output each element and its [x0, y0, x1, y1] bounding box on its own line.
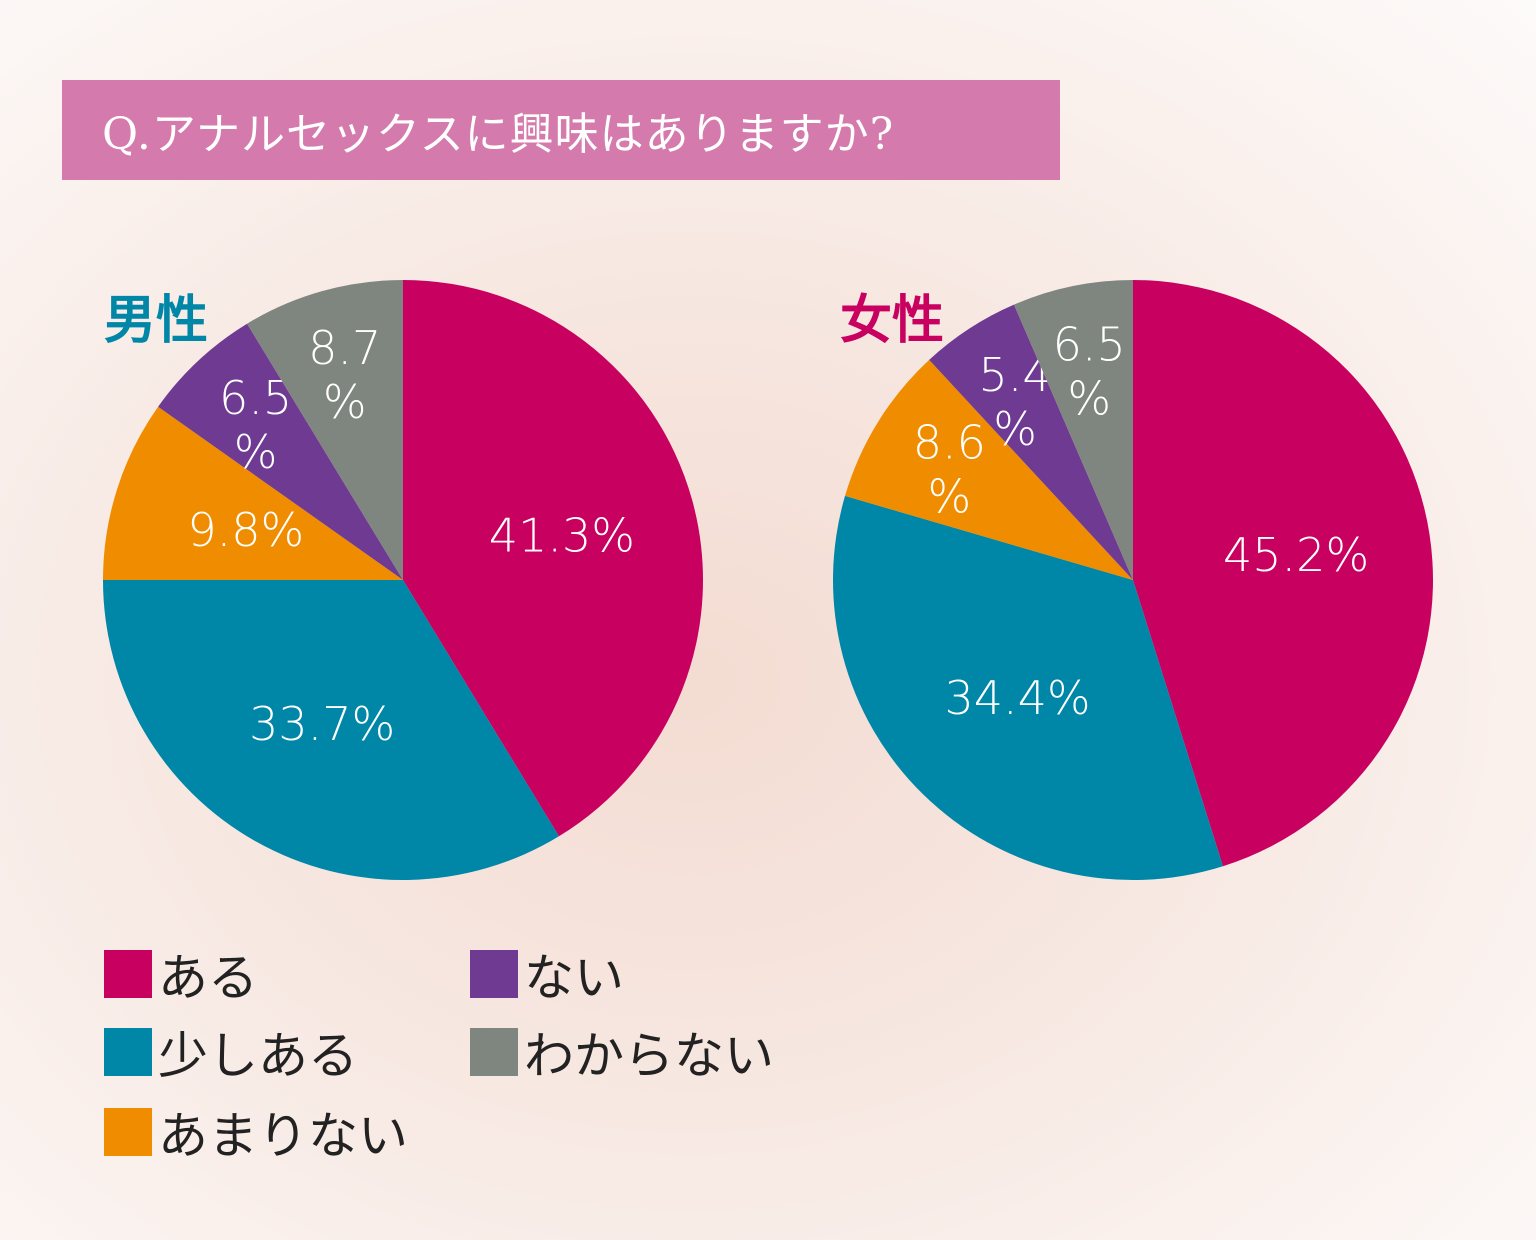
chart-title: Q.アナルセックスに興味はありますか? [102, 109, 895, 160]
pie-slice-あまりない [103, 406, 403, 580]
data-label: 9.8% [187, 503, 304, 557]
data-label: 6.5% [1053, 317, 1126, 425]
pie-slice-少しある [103, 580, 559, 881]
legend-label: わからない [524, 1027, 774, 1085]
data-label: 8.7% [308, 321, 381, 429]
pie-slice-あまりない [845, 359, 1133, 580]
legend-label: 少しある [158, 1027, 358, 1085]
data-label: 45.2% [1223, 528, 1369, 582]
legend-label: あまりない [158, 1107, 408, 1165]
legend-item-4: わからない [470, 1016, 774, 1088]
legend-item-0: ある [104, 938, 258, 1010]
pie-slice-ある [1133, 280, 1433, 867]
legend-item-1: 少しある [104, 1016, 358, 1088]
pie-slice-ない [158, 323, 403, 580]
legend-label: ない [524, 949, 624, 1007]
legend-item-3: ない [470, 938, 624, 1010]
pie-slice-わからない [1013, 280, 1133, 580]
pie-slice-ない [929, 304, 1133, 580]
male-chart-title: 男性 [104, 291, 209, 351]
pie-slice-ある [403, 280, 703, 837]
data-label: 8.6% [913, 415, 986, 523]
legend-swatch [104, 1028, 152, 1076]
data-label: 6.5% [219, 371, 292, 479]
female-chart-title: 女性 [840, 291, 945, 351]
data-label: 34.4% [944, 671, 1090, 725]
legend-item-2: あまりない [104, 1096, 408, 1168]
pie-slice-少しある [833, 495, 1223, 880]
pie-slice-わからない [247, 280, 403, 580]
legend-label: ある [158, 949, 258, 1007]
title-bar: Q.アナルセックスに興味はありますか? [62, 80, 1060, 180]
legend-swatch [470, 950, 518, 998]
data-label: 41.3% [489, 508, 635, 562]
legend-swatch [470, 1028, 518, 1076]
legend-swatch [104, 1108, 152, 1156]
legend-swatch [104, 950, 152, 998]
data-label: 33.7% [249, 697, 395, 751]
